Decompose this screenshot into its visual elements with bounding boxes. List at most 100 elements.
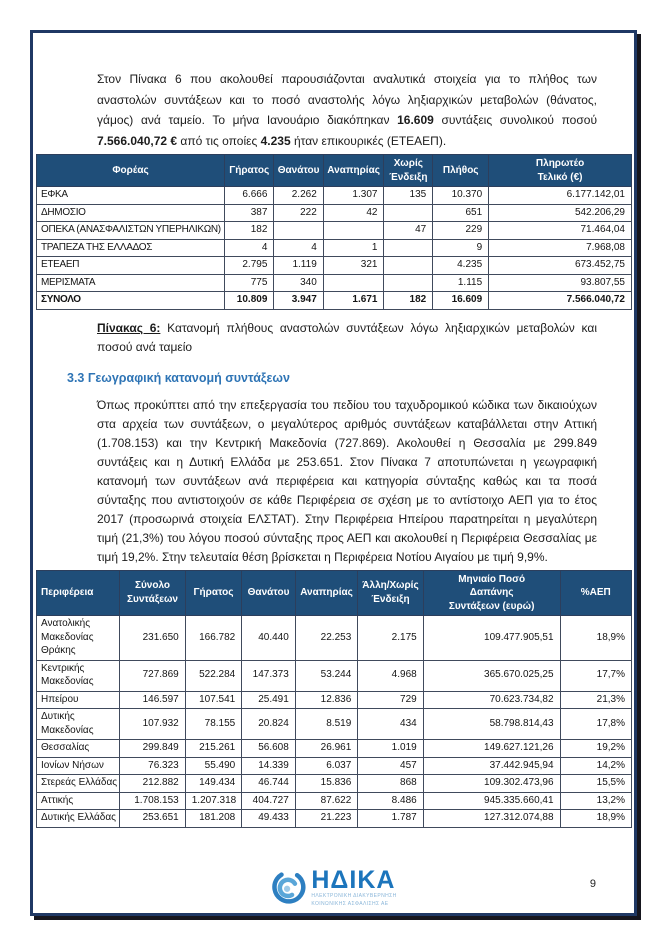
- text-run: Στον Πίνακα 6 που ακολουθεί παρουσιάζοντ…: [97, 72, 597, 127]
- intro-paragraph: Στον Πίνακα 6 που ακολουθεί παρουσιάζοντ…: [97, 69, 597, 151]
- text-run: Όπως προκύπτει από την επεξεργασία του π…: [97, 397, 597, 564]
- table-cell: 9: [432, 238, 490, 257]
- hdika-logo-wordmark: ΗΔΙΚΑ: [311, 866, 396, 894]
- table-cell: 76.323: [119, 756, 186, 775]
- table-cell: 1.119: [273, 256, 324, 275]
- section-heading: 3.3 Γεωγραφική κατανομή συντάξεων: [67, 370, 290, 385]
- table-cell: 6.177.142,01: [488, 186, 632, 205]
- table-cell: 40.440: [241, 615, 296, 661]
- table-cell: 166.782: [184, 615, 243, 661]
- table-cell: 8.519: [294, 708, 359, 740]
- table-cell: 1.307: [322, 186, 385, 205]
- table-row: Θεσσαλίας 299.849 215.261 56.608 26.961 1.019…: [35, 739, 633, 758]
- table-cell: 21,3%: [559, 690, 633, 709]
- table-cell: 253.651: [119, 809, 186, 828]
- table-6-suspensions: Φορέας Γήρατος Θανάτου Αναπηρίας Χωρίς Ένδει…: [35, 154, 632, 310]
- table-cell: 56.608: [241, 739, 296, 758]
- table-cell: 14,2%: [559, 756, 633, 775]
- table-cell: 12.836: [294, 690, 359, 709]
- table-cell: 4.968: [357, 659, 424, 692]
- table-cell: 87.622: [294, 791, 359, 810]
- table-cell: 6.666: [224, 186, 275, 205]
- table-cell: 49.433: [241, 809, 296, 828]
- table-cell: [383, 256, 434, 275]
- table-header-cell: Μηνιαίο Ποσό Δαπάνης Συντάξεων (ευρώ): [422, 569, 561, 616]
- table-cell: 107.932: [119, 708, 186, 740]
- table-cell: 522.284: [184, 659, 243, 692]
- table-cell: 17,7%: [559, 659, 633, 692]
- table-header-cell: Περιφέρεια: [35, 569, 121, 616]
- table-total-row: ΣΥΝΟΛΟ 10.809 3.947 1.671 182 16.609 7.566.040…: [35, 291, 632, 310]
- table-cell: Ιονίων Νήσων: [35, 756, 121, 775]
- table-cell: [383, 238, 434, 257]
- table-cell: [322, 221, 385, 240]
- table-cell: 3.947: [273, 291, 324, 310]
- table-row: ΕΤΕΑΕΠ 2.795 1.119 321 4.235 673.452,75: [35, 256, 632, 275]
- table-cell: ΕΤΕΑΕΠ: [35, 256, 226, 275]
- table-cell: Θεσσαλίας: [35, 739, 121, 758]
- table-cell: Δυτικής Μακεδονίας: [35, 708, 121, 740]
- table-header-cell: Γήρατος: [224, 154, 275, 187]
- table-cell: 4.235: [432, 256, 490, 275]
- table-cell: 109.302.473,96: [422, 774, 561, 793]
- table-row: ΔΗΜΟΣΙΟ 387 222 42 651 542.206,29: [35, 203, 632, 222]
- text-run: ήταν επικουρικές (ΕΤΕΑΕΠ).: [290, 133, 447, 148]
- table-cell: 55.490: [184, 756, 243, 775]
- table-cell: [322, 273, 385, 292]
- table-6-caption-text: Κατανομή πλήθους αναστολών συντάξεων λόγ…: [97, 320, 597, 355]
- table-cell: Ανατολικής Μακεδονίας Θράκης: [35, 615, 121, 661]
- table-cell: Αττικής: [35, 791, 121, 810]
- table-cell: 149.627.121,26: [422, 739, 561, 758]
- table-cell: 58.798.814,43: [422, 708, 561, 740]
- table-cell: Ηπείρου: [35, 690, 121, 709]
- table-cell: 127.312.074,88: [422, 809, 561, 828]
- geo-distribution-paragraph: Όπως προκύπτει από την επεξεργασία του π…: [97, 396, 597, 567]
- table-header-cell: Θανάτου: [241, 569, 296, 616]
- table-cell: 78.155: [184, 708, 243, 740]
- table-cell: 70.623.734,82: [422, 690, 561, 709]
- table-cell: 18,9%: [559, 809, 633, 828]
- page-number: 9: [589, 878, 596, 890]
- table-row: Ηπείρου 146.597 107.541 25.491 12.836 729 70.6…: [35, 690, 633, 709]
- table-cell: 42: [322, 203, 385, 222]
- table-cell: 25.491: [241, 690, 296, 709]
- table-cell: 2.175: [357, 615, 424, 661]
- table-7-regions: Περιφέρεια Σύνολο Συντάξεων Γήρατος Θανάτου…: [35, 569, 633, 828]
- table-cell: 651: [432, 203, 490, 222]
- table-cell: 17,8%: [559, 708, 633, 740]
- table-6-caption: Πίνακας 6: Κατανομή πλήθους αναστολών συ…: [97, 319, 597, 358]
- table-cell: 2.262: [273, 186, 324, 205]
- table-cell: 13,2%: [559, 791, 633, 810]
- table-header-cell: Σύνολο Συντάξεων: [119, 569, 186, 616]
- table-row: Ανατολικής Μακεδονίας Θράκης 231.650 166.7…: [35, 615, 633, 661]
- table-cell: ΟΠΕΚΑ (ΑΝΑΣΦΑΛΙΣΤΩΝ ΥΠΕΡΗΛΙΚΩΝ): [35, 221, 226, 240]
- table-cell: 10.370: [432, 186, 490, 205]
- table-cell: 299.849: [119, 739, 186, 758]
- table-cell: 1.708.153: [119, 791, 186, 810]
- table-cell: 15,5%: [559, 774, 633, 793]
- table-cell: 673.452,75: [488, 256, 632, 275]
- table-cell: 231.650: [119, 615, 186, 661]
- hdika-logo-swirl-icon: [270, 869, 306, 910]
- table-cell: 16.609: [432, 291, 490, 310]
- table-header-cell: Γήρατος: [184, 569, 243, 616]
- table-cell: Στερεάς Ελλάδας: [35, 774, 121, 793]
- table-cell: 387: [224, 203, 275, 222]
- table-row: ΤΡΑΠΕΖΑ ΤΗΣ ΕΛΛΑΔΟΣ 4 4 1 9 7.968,08: [35, 238, 632, 257]
- table-cell: 1.671: [322, 291, 385, 310]
- table-cell: 37.442.945,94: [422, 756, 561, 775]
- table-cell: 53.244: [294, 659, 359, 692]
- table-cell: 727.869: [119, 659, 186, 692]
- table-cell: 229: [432, 221, 490, 240]
- table-cell: ΣΥΝΟΛΟ: [35, 291, 226, 310]
- table-header-cell: Πληρωτέο Τελικό (€): [488, 154, 632, 187]
- table-cell: 365.670.025,25: [422, 659, 561, 692]
- table-cell: 404.727: [241, 791, 296, 810]
- table-cell: 1.207.318: [184, 791, 243, 810]
- table-cell: Δυτικής Ελλάδας: [35, 809, 121, 828]
- table-header-cell: Αναπηρίας: [294, 569, 359, 616]
- table-cell: 109.477.905,51: [422, 615, 561, 661]
- table-row: Ιονίων Νήσων 76.323 55.490 14.339 6.037 457 37…: [35, 756, 633, 775]
- table-6-caption-label: Πίνακας 6:: [97, 320, 161, 335]
- table-cell: 135: [383, 186, 434, 205]
